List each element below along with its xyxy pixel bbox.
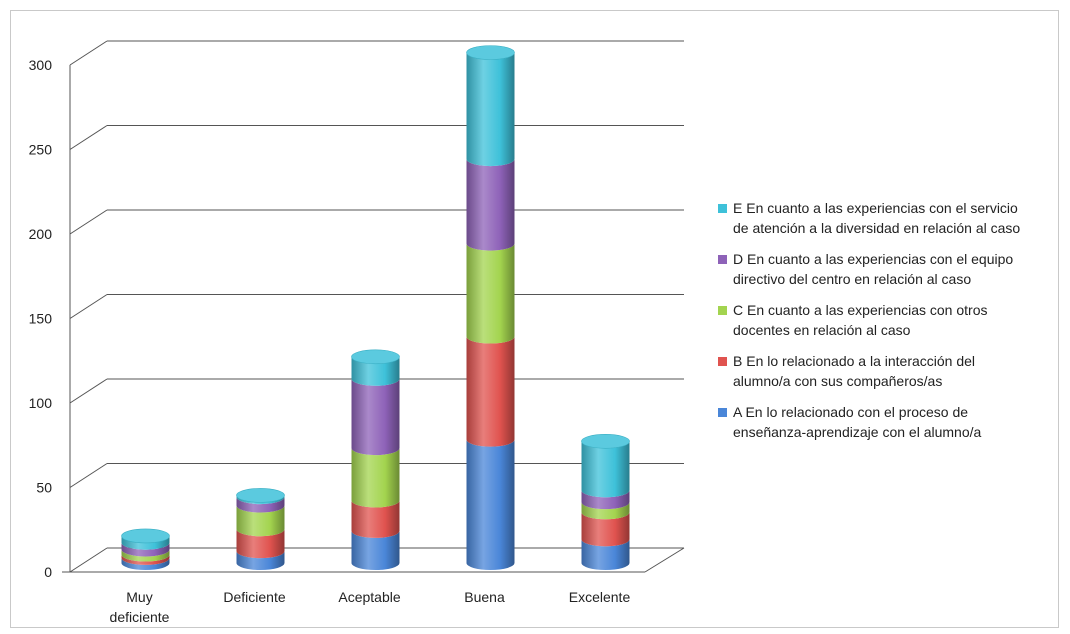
- y-tick-label: 250: [29, 142, 53, 158]
- y-tick-label: 0: [44, 564, 52, 580]
- bars: [121, 45, 630, 570]
- legend-item: A En lo relacionado con el proceso de en…: [718, 402, 1058, 442]
- legend-swatch: [718, 255, 727, 264]
- bar-segment: [121, 557, 170, 570]
- legend-label: D En cuanto a las experiencias con el eq…: [733, 251, 1014, 287]
- gridline-depth: [69, 378, 108, 404]
- legend-item: C En cuanto a las experiencias con otros…: [718, 300, 1058, 340]
- legend-swatch: [718, 408, 727, 417]
- legend-swatch: [718, 357, 727, 366]
- legend-item: B En lo relacionado a la interacción del…: [718, 351, 1058, 391]
- x-tick-label: Muy deficiente: [110, 589, 170, 625]
- bar-segment: [236, 551, 285, 570]
- legend-item: E En cuanto a las experiencias con el se…: [718, 198, 1058, 238]
- legend-label: C En cuanto a las experiencias con otros…: [733, 302, 988, 338]
- bar-segment: [236, 497, 285, 513]
- y-tick-label: 100: [29, 395, 53, 411]
- bar-segment: [466, 336, 515, 447]
- bar-segment: [581, 441, 630, 498]
- bar-top-cap: [581, 434, 630, 449]
- bar-segment: [351, 378, 400, 456]
- bar-segment: [351, 448, 400, 508]
- gridline-depth: [69, 294, 108, 319]
- bar-segment: [466, 52, 515, 167]
- bar-segment: [581, 490, 630, 510]
- y-tick-label: 50: [36, 480, 52, 496]
- x-tick-label: Deficiente: [223, 589, 285, 605]
- labels: 0 50 100 150 200 250 300 Muy deficiente Deficient…: [29, 57, 631, 625]
- bar-segment: [581, 512, 630, 547]
- legend-label: A En lo relacionado con el proceso de en…: [733, 404, 982, 440]
- bar-segment: [351, 530, 400, 570]
- bar-segment: [121, 542, 170, 557]
- axes: [62, 65, 685, 573]
- bar-segment: [581, 502, 630, 520]
- legend: E En cuanto a las experiencias con el se…: [718, 198, 1058, 453]
- bar-top-cap: [121, 528, 170, 544]
- bar-segment: [466, 159, 515, 251]
- bar-segment: [236, 529, 285, 559]
- gridline-depth: [69, 209, 108, 235]
- bar-segment: [466, 243, 515, 344]
- chart-frame: [10, 10, 1059, 628]
- y-tick-label: 300: [29, 57, 53, 73]
- bar-segment: [466, 439, 515, 570]
- x-tick-label: Buena: [464, 589, 505, 605]
- bar-segment: [351, 356, 400, 386]
- gridline-depth: [69, 547, 108, 573]
- gridline-depth: [69, 40, 108, 66]
- bar-top-cap: [351, 349, 400, 365]
- gridline-depth: [69, 463, 108, 488]
- x-tick-label: Aceptable: [338, 589, 400, 605]
- y-tick-label: 200: [29, 226, 53, 242]
- bar-segment: [121, 554, 170, 565]
- bar-segment: [121, 535, 170, 550]
- x-tick-label: Excelente: [569, 589, 631, 605]
- legend-swatch: [718, 204, 727, 213]
- floor-right-edge: [644, 547, 685, 573]
- legend-label: E En cuanto a las experiencias con el se…: [733, 200, 1021, 236]
- bar-segment: [236, 505, 285, 537]
- bar-segment: [121, 549, 170, 562]
- y-tick-label: 150: [29, 311, 53, 327]
- legend-swatch: [718, 306, 727, 315]
- legend-item: D En cuanto a las experiencias con el eq…: [718, 249, 1058, 289]
- bar-segment: [581, 539, 630, 570]
- bar-segment: [351, 500, 400, 538]
- bar-segment: [236, 495, 285, 505]
- gridline-depth: [69, 125, 108, 150]
- bar-top-cap: [466, 45, 515, 60]
- legend-label: B En lo relacionado a la interacción del…: [733, 353, 976, 389]
- bar-top-cap: [236, 488, 285, 503]
